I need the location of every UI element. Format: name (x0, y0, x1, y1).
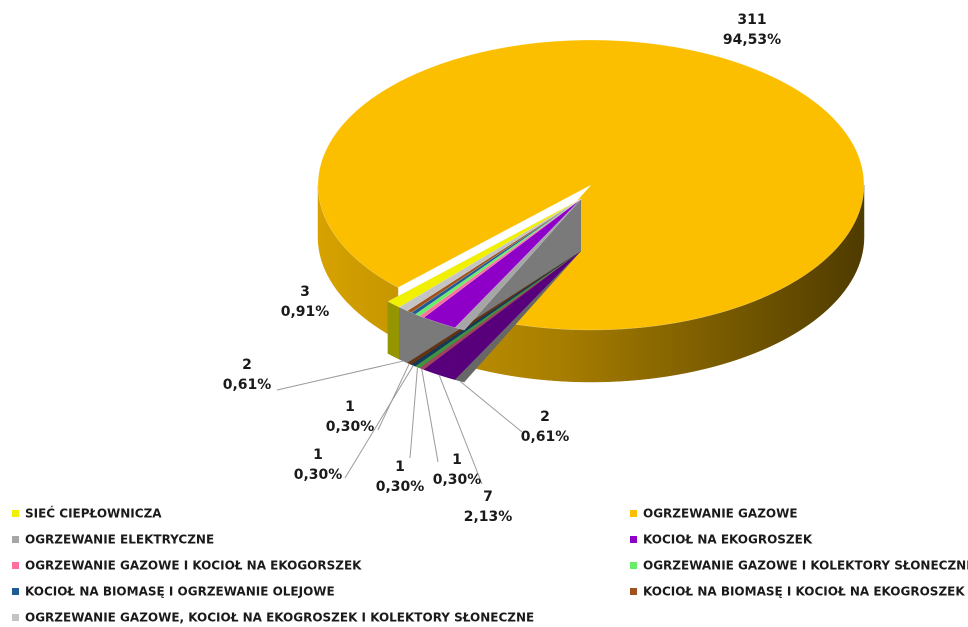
legend-swatch (12, 562, 19, 569)
legend-swatch (12, 614, 19, 621)
leader-line (276, 360, 404, 391)
legend-label: OGRZEWANIE ELEKTRYCZNE (25, 533, 214, 547)
slice (423, 198, 582, 328)
data-label: 7 (483, 489, 493, 505)
data-label-percent: 0,91% (281, 304, 330, 320)
legend-label: SIEĆ CIEPŁOWNICZA (25, 506, 162, 521)
legend-swatch (12, 536, 19, 543)
leader-line (421, 368, 439, 463)
legend-label: OGRZEWANIE GAZOWE, KOCIOŁ NA EKOGROSZEK … (25, 611, 534, 625)
leader-line (409, 367, 418, 459)
legend-label: OGRZEWANIE GAZOWE (643, 507, 798, 521)
legend-label: KOCIOŁ NA BIOMASĘ I OGRZEWANIE OLEJOWE (25, 585, 335, 599)
legend-label: OGRZEWANIE GAZOWE I KOCIOŁ NA EKOGORSZEK (25, 559, 362, 573)
data-label-percent: 94,53% (723, 32, 781, 48)
slice (410, 198, 582, 315)
slice (454, 198, 582, 331)
legend-swatch (630, 510, 637, 517)
data-label-percent: 2,13% (464, 509, 513, 525)
data-label: 2 (540, 409, 550, 425)
legend-swatch (12, 510, 19, 517)
data-label: 1 (345, 399, 355, 415)
legend-swatch (630, 562, 637, 569)
data-label: 311 (737, 12, 766, 28)
slice-wall (387, 301, 400, 360)
leader-line (459, 380, 523, 433)
slice (406, 198, 582, 313)
data-label-percent: 0,30% (294, 467, 343, 483)
data-label-percent: 0,30% (326, 419, 375, 435)
data-label: 1 (395, 459, 405, 475)
data-label-percent: 0,30% (376, 479, 425, 495)
data-label: 3 (300, 284, 310, 300)
data-label: 2 (242, 357, 252, 373)
legend-swatch (12, 588, 19, 595)
slice (414, 198, 582, 317)
slice-wall (399, 306, 408, 364)
data-label-percent: 0,61% (521, 429, 570, 445)
legend-label: KOCIOŁ NA EKOGROSZEK (643, 533, 813, 547)
data-label: 1 (452, 452, 462, 468)
leader-line (344, 365, 414, 479)
data-label-percent: 0,61% (223, 377, 272, 393)
data-label: 1 (313, 447, 323, 463)
legend-swatch (630, 588, 637, 595)
slice (317, 39, 865, 331)
legend-label: KOCIOŁ NA BIOMASĘ I KOCIOŁ NA EKOGROSZEK (643, 585, 965, 599)
leader-line (438, 374, 483, 485)
slice (419, 198, 582, 318)
legend-swatch (630, 536, 637, 543)
legend-label: OGRZEWANIE GAZOWE I KOLEKTORY SŁONECZNE (643, 559, 968, 573)
slice (387, 198, 582, 308)
data-label-percent: 0,30% (433, 472, 482, 488)
slice (398, 198, 582, 312)
leader-line (377, 363, 410, 431)
